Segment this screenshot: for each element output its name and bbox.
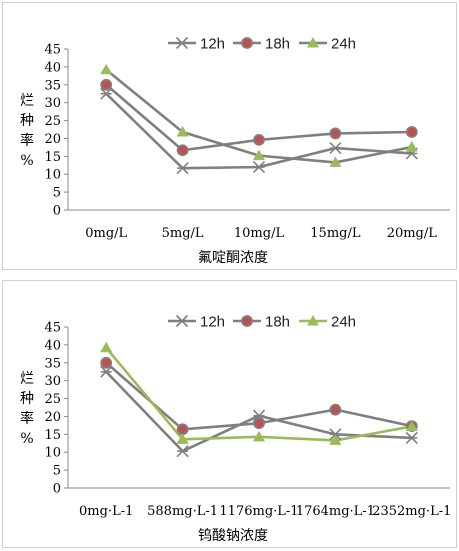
legend-marker-12h [175, 314, 189, 328]
y-tick-label: 25 [44, 114, 61, 129]
y-tick-label: 35 [44, 78, 61, 93]
data-point-18h [329, 127, 342, 140]
data-point-24h [176, 433, 189, 444]
y-tick-label: 40 [44, 338, 61, 353]
data-point-24h [100, 341, 113, 353]
x-tick-label: 0mg·L-1 [79, 504, 133, 519]
data-point-24h [405, 141, 418, 152]
data-point-12h [252, 161, 266, 174]
data-point-24h [329, 156, 342, 167]
y-tick-label: 30 [44, 374, 61, 389]
y-axis-title-char: 率 [20, 132, 34, 149]
y-tick-label: 10 [44, 168, 61, 183]
legend-label-12h: 12h [200, 314, 225, 331]
y-tick-label: 45 [44, 43, 61, 58]
y-tick-label: 15 [44, 150, 61, 165]
y-tick-label: 5 [53, 464, 61, 479]
data-point-18h [176, 423, 189, 436]
x-tick-label: 1176mg·L-1 [219, 504, 298, 519]
legend-marker-18h [241, 315, 253, 327]
line-chart-sodium-tungstate: 0 5 10 15 20 25 30 35 40 45 0mg·L-1 588mg·L-1 1176mg… [20, 314, 451, 545]
y-tick-label: 0 [53, 482, 61, 497]
y-tick-label: 40 [44, 60, 61, 75]
data-point-12h [329, 428, 342, 441]
data-point-24h [100, 63, 113, 75]
legend-label-18h: 18h [265, 314, 290, 331]
data-point-12h [405, 431, 418, 444]
data-point-18h [176, 144, 189, 157]
data-point-12h [176, 445, 189, 458]
legend-label-24h: 24h [331, 36, 356, 53]
y-tick-label: 15 [44, 428, 61, 443]
legend-label-12h: 12h [200, 36, 225, 53]
data-point-18h [253, 133, 265, 146]
y-tick-label: 30 [44, 96, 61, 111]
x-tick-label: 0mg/L [85, 226, 127, 241]
line-chart-fluridone: 0 5 10 15 20 25 30 35 40 45 0mg/L 5mg/L 10mg/L 15mg/L… [20, 36, 450, 266]
legend-marker-24h [307, 37, 319, 48]
data-point-18h [100, 78, 113, 91]
data-point-12h [176, 162, 189, 175]
data-point-24h [329, 434, 342, 445]
y-tick-label: 35 [44, 356, 61, 371]
x-tick-label: 5mg/L [162, 226, 204, 241]
x-tick-label: 20mg/L [387, 226, 438, 241]
data-point-12h [100, 87, 113, 100]
y-tick-label: 10 [44, 446, 61, 461]
y-tick-label: 20 [44, 410, 61, 425]
y-axis-title-char: 种 [20, 113, 34, 129]
data-point-12h [100, 365, 113, 378]
y-axis-title-char: 率 [20, 410, 34, 427]
y-axis-title-char: 烂 [20, 371, 34, 387]
data-point-24h [405, 420, 418, 431]
legend-label-18h: 18h [265, 36, 290, 53]
legend-label-24h: 24h [331, 314, 356, 331]
data-point-18h [329, 403, 342, 416]
y-tick-label: 5 [53, 186, 61, 201]
data-point-12h [329, 142, 342, 155]
x-tick-label: 15mg/L [310, 226, 361, 241]
data-point-24h [253, 430, 265, 442]
y-tick-label: 20 [44, 132, 61, 147]
x-tick-label: 588mg·L-1 [147, 504, 218, 519]
y-axis-title-char: 种 [20, 391, 34, 407]
data-point-18h [405, 126, 418, 138]
x-axis-title: 氟啶酮浓度 [198, 250, 268, 266]
x-tick-label: 10mg/L [234, 226, 285, 241]
x-axis-title: 钨酸钠浓度 [198, 528, 268, 544]
legend-marker-12h [175, 36, 189, 50]
data-point-18h [253, 417, 265, 430]
x-tick-label: 2352mg·L-1 [372, 504, 451, 519]
legend-marker-24h [307, 315, 319, 326]
x-tick-label: 1764mg·L-1 [296, 504, 375, 519]
data-point-18h [100, 356, 113, 369]
y-axis-title-char: % [20, 431, 33, 447]
chart-panel-fluridone: 0 5 10 15 20 25 30 35 40 45 0mg/L 5mg/L 10mg/L 15mg/L… [2, 2, 457, 270]
legend-marker-18h [241, 37, 253, 49]
y-axis-title-char: % [20, 153, 33, 169]
y-tick-label: 0 [53, 204, 61, 219]
data-point-24h [253, 149, 265, 161]
y-tick-label: 45 [44, 321, 61, 336]
y-axis-title-char: 烂 [20, 93, 34, 109]
chart-panel-sodium-tungstate: 0 5 10 15 20 25 30 35 40 45 0mg·L-1 588mg·L-1 1176mg… [2, 280, 457, 548]
data-point-24h [176, 126, 189, 137]
series-line-24h [105, 68, 413, 164]
y-tick-label: 25 [44, 392, 61, 407]
